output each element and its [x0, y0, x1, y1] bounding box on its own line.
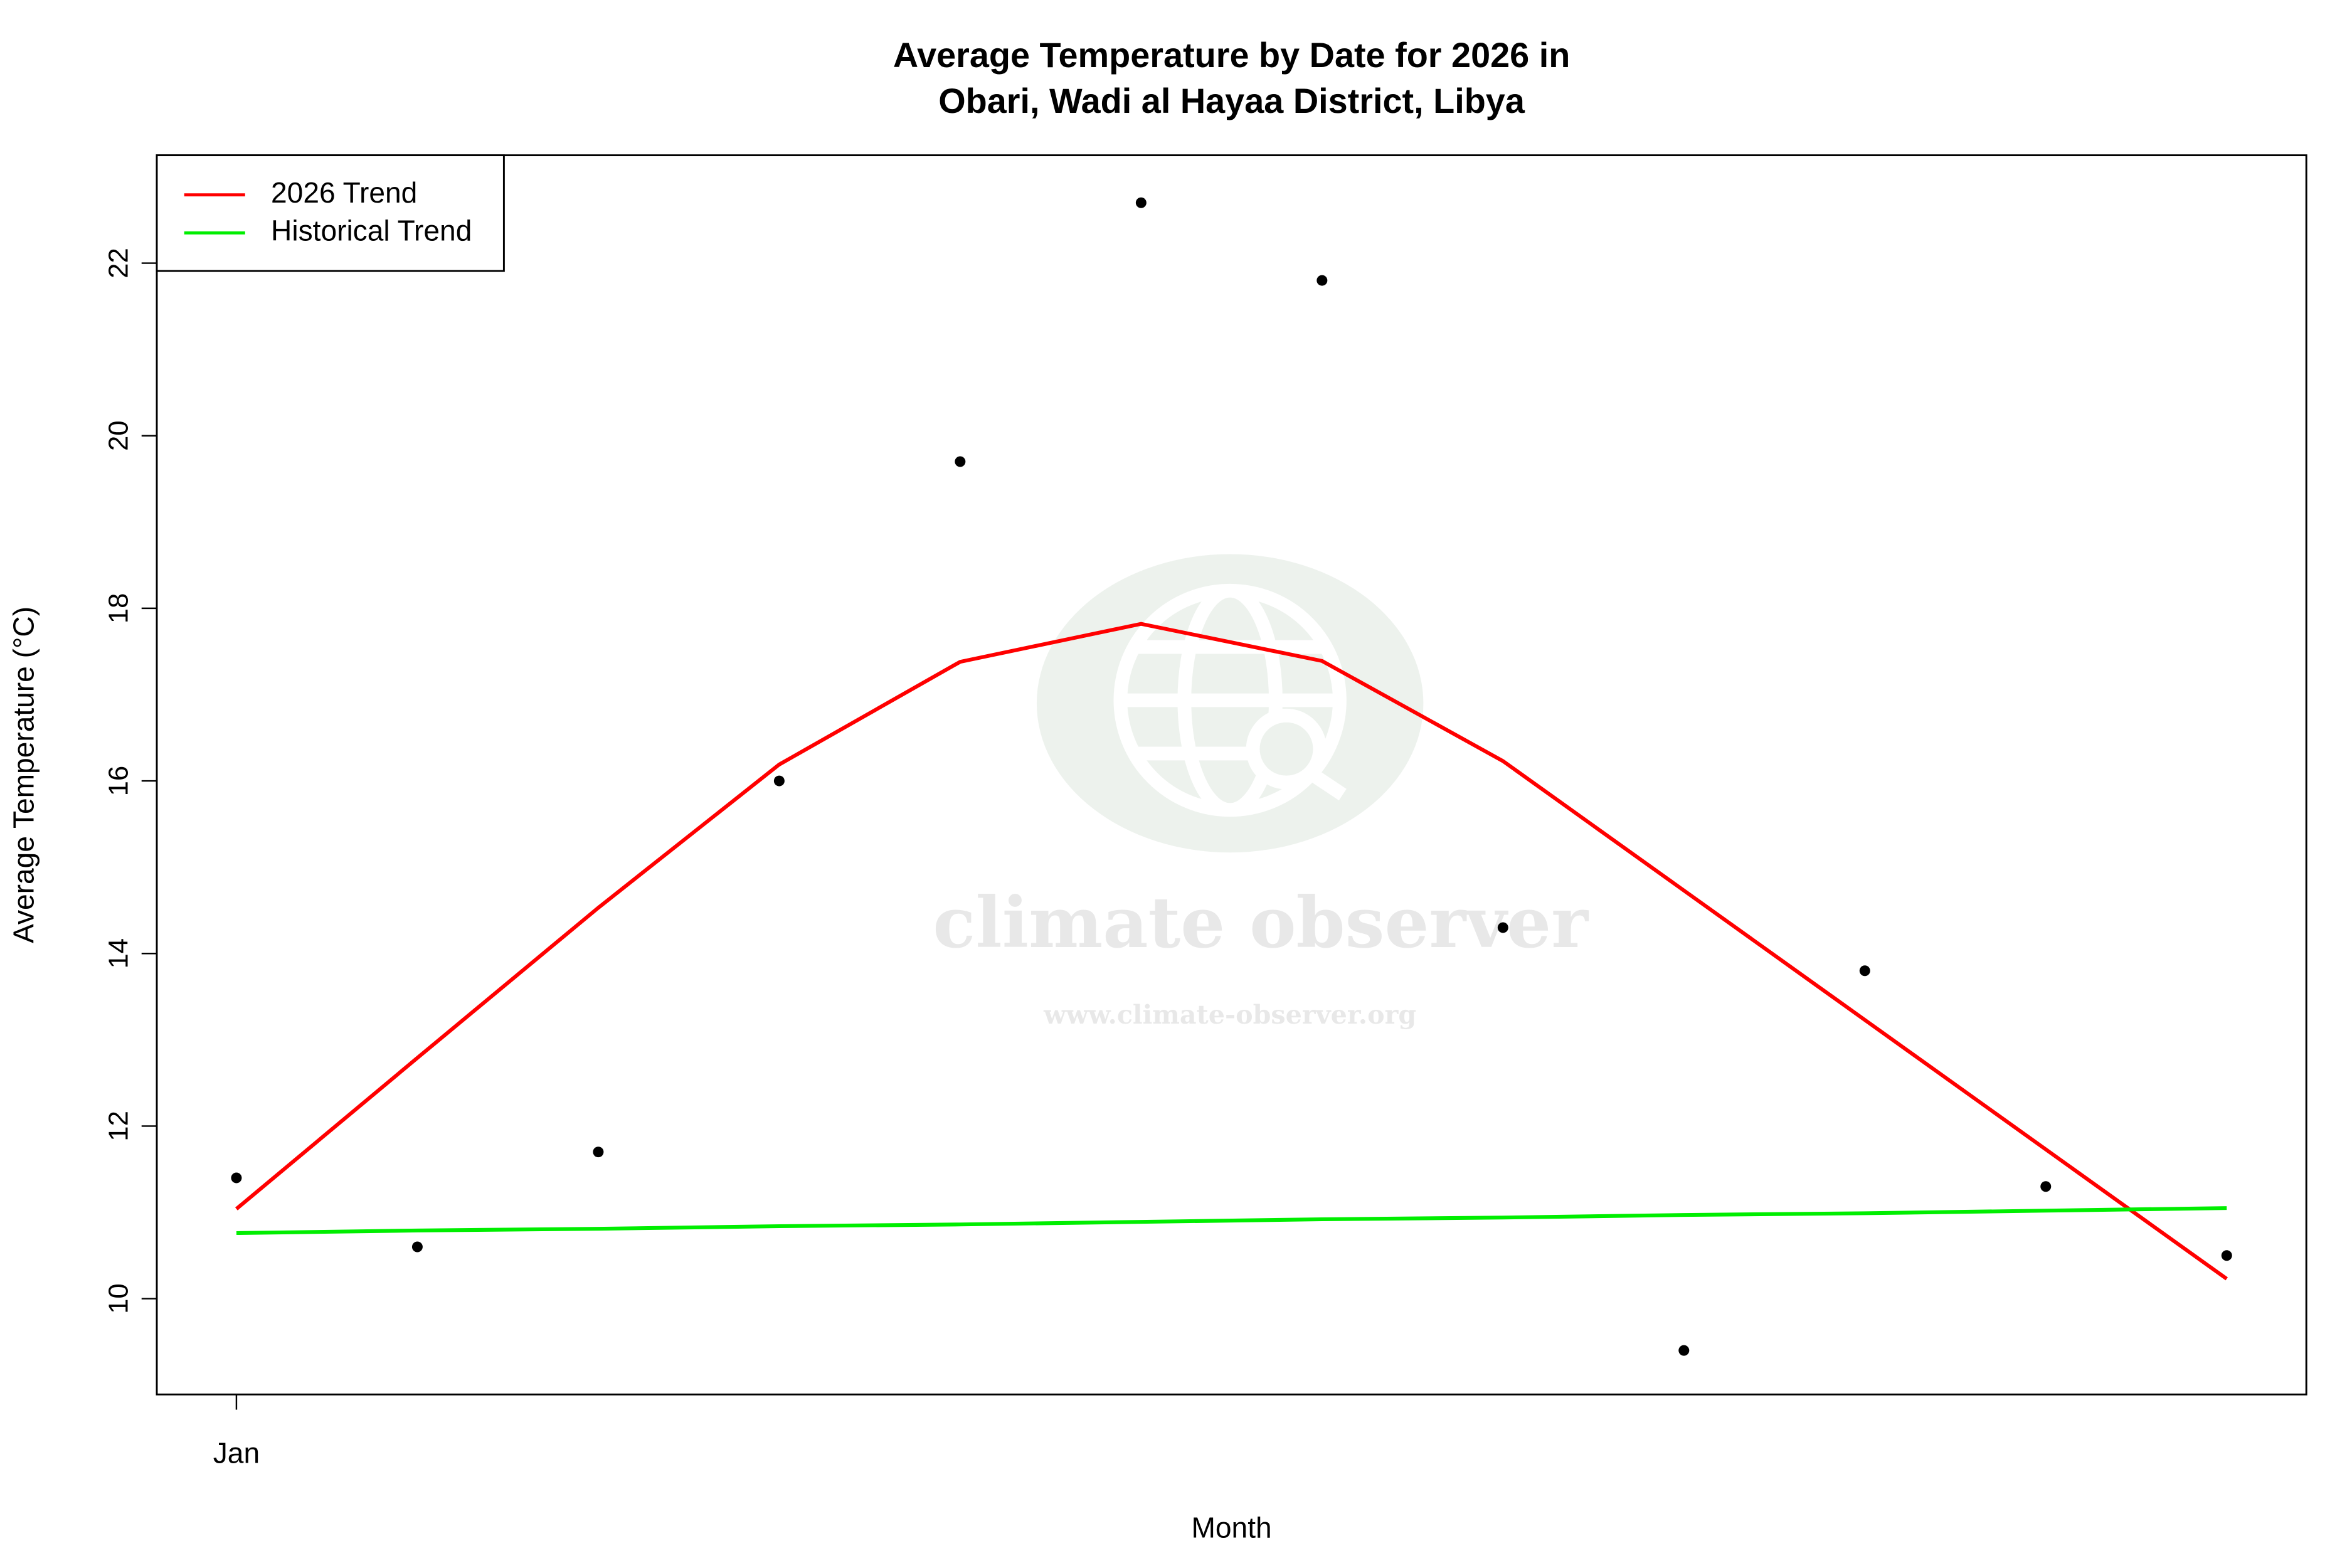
data-point — [1135, 197, 1147, 208]
data-point — [2221, 1250, 2232, 1261]
y-tick-label: 16 — [103, 766, 134, 797]
data-point — [2040, 1181, 2052, 1192]
trend-line — [236, 1206, 2227, 1236]
data-point — [1316, 275, 1328, 286]
legend-label: 2026 Trend — [271, 176, 417, 209]
data-point — [231, 1172, 242, 1184]
y-tick-label: 14 — [103, 938, 134, 969]
data-point — [1678, 1345, 1690, 1356]
legend-box — [156, 154, 505, 272]
watermark: climate observer www.climate-observer.or… — [933, 554, 1589, 1030]
x-axis-label: Month — [1192, 1512, 1272, 1544]
data-point — [773, 775, 785, 787]
data-point — [1497, 922, 1508, 933]
y-tick-label: 12 — [103, 1111, 134, 1142]
trend-line — [235, 622, 2228, 1281]
plot-frame — [156, 154, 2307, 1396]
x-tick-label: Jan — [213, 1437, 260, 1470]
y-axis-label: Average Temperature (°C) — [7, 607, 40, 943]
watermark-url: www.climate-observer.org — [1043, 999, 1416, 1030]
y-tick-label: 22 — [103, 248, 134, 278]
chart-subtitle: Obari, Wadi al Hayaa District, Libya — [938, 81, 1525, 120]
y-tick-label: 20 — [103, 420, 134, 451]
y-tick-label: 18 — [103, 593, 134, 624]
chart-title: Average Temperature by Date for 2026 in — [893, 35, 1570, 75]
y-tick-label: 10 — [103, 1283, 134, 1314]
legend-label: Historical Trend — [271, 215, 472, 247]
data-point — [1859, 965, 1870, 977]
watermark-globe — [1113, 583, 1347, 817]
data-point — [955, 456, 966, 467]
data-point — [593, 1147, 604, 1158]
watermark-name: climate observer — [933, 882, 1589, 964]
data-point — [411, 1241, 423, 1253]
